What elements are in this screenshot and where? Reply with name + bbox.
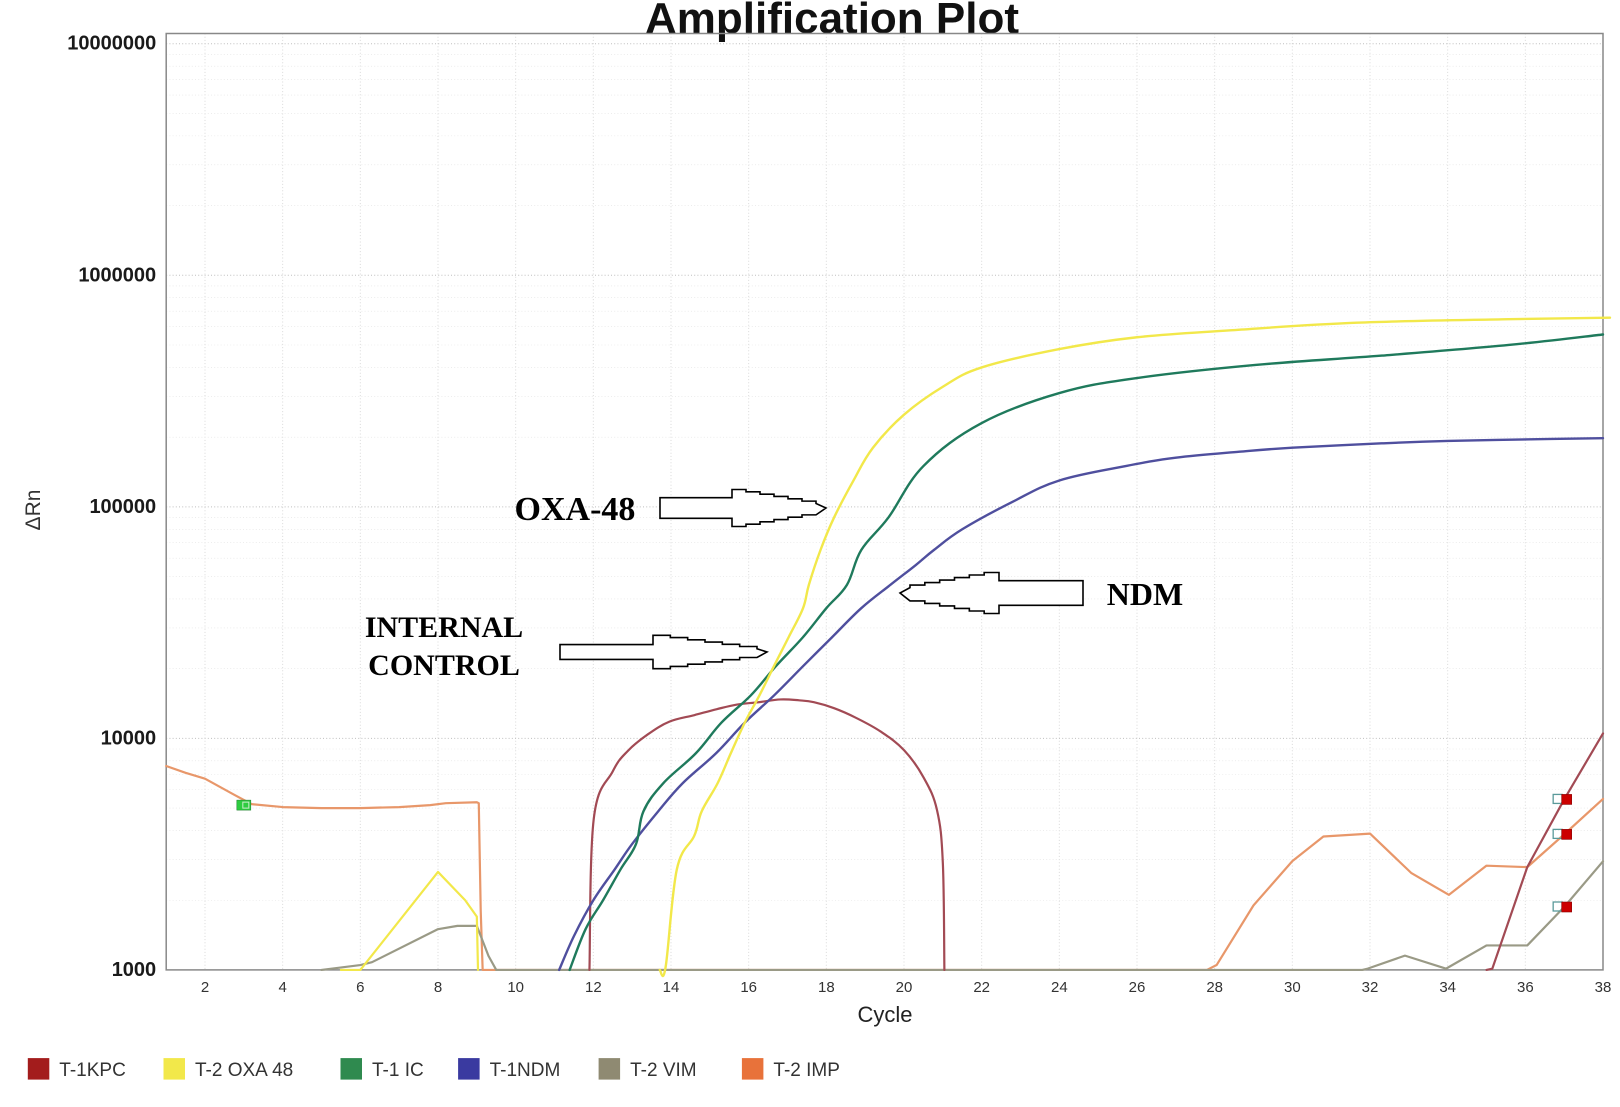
svg-text:16: 16 [740,979,757,996]
svg-text:T-2 OXA 48: T-2 OXA 48 [195,1060,293,1081]
svg-text:Cycle: Cycle [857,1002,912,1027]
svg-text:32: 32 [1362,979,1379,996]
svg-text:24: 24 [1051,979,1068,996]
svg-text:20: 20 [896,979,913,996]
svg-text:10: 10 [507,979,524,996]
svg-text:1000: 1000 [112,959,157,981]
svg-text:T-2 IMP: T-2 IMP [773,1060,840,1081]
svg-text:8: 8 [434,979,442,996]
svg-text:34: 34 [1439,979,1456,996]
svg-text:10000: 10000 [101,727,157,749]
svg-text:30: 30 [1284,979,1301,996]
svg-text:Amplification Plot: Amplification Plot [645,0,1019,43]
svg-text:OXA-48: OXA-48 [515,491,636,528]
svg-text:28: 28 [1206,979,1223,996]
svg-text:2: 2 [201,979,209,996]
svg-text:38: 38 [1595,979,1612,996]
svg-text:INTERNAL: INTERNAL [365,611,523,644]
svg-text:T-1 IC: T-1 IC [372,1060,424,1081]
svg-text:4: 4 [278,979,286,996]
svg-text:CONTROL: CONTROL [368,649,520,682]
svg-text:T-1NDM: T-1NDM [490,1060,561,1081]
svg-text:1000000: 1000000 [78,264,156,286]
svg-text:100000: 100000 [89,496,156,518]
svg-text:6: 6 [356,979,364,996]
svg-text:NDM: NDM [1107,576,1183,612]
svg-text:36: 36 [1517,979,1534,996]
svg-text:26: 26 [1129,979,1146,996]
svg-text:18: 18 [818,979,835,996]
svg-text:22: 22 [973,979,990,996]
svg-text:12: 12 [585,979,602,996]
svg-text:10000000: 10000000 [67,33,156,55]
svg-text:T-2 VIM: T-2 VIM [630,1060,697,1081]
svg-text:T-1KPC: T-1KPC [59,1060,126,1081]
svg-text:14: 14 [663,979,680,996]
svg-text:ΔRn: ΔRn [22,490,45,531]
